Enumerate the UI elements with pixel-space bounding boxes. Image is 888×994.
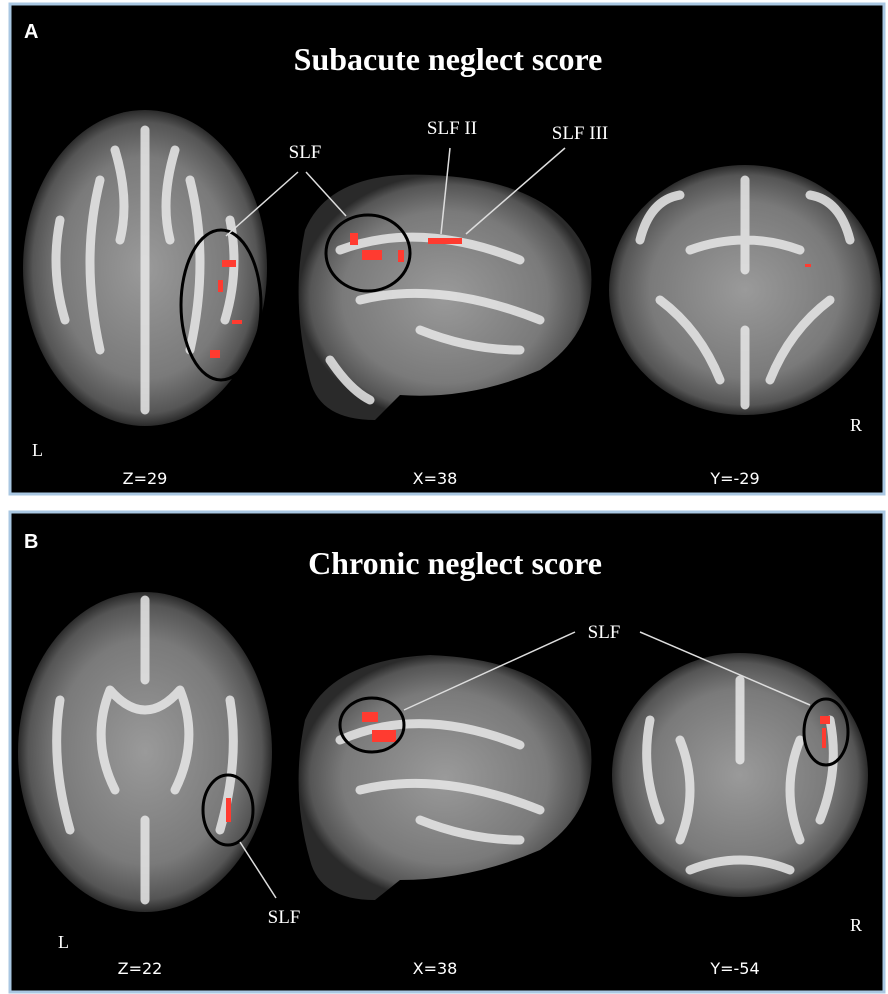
coronal-slice (609, 165, 881, 415)
panel-title: Chronic neglect score (308, 545, 602, 581)
slice-coordinate: X=38 (413, 959, 458, 978)
annotation: SLF (268, 907, 301, 928)
slice-coordinate: Y=-54 (709, 959, 759, 978)
annotation: SLF (588, 622, 621, 643)
panel-b: B Chronic neglect score SLF SLF L R Z=22… (10, 512, 884, 992)
slice-coordinate: Z=29 (123, 469, 168, 488)
figure: A Subacute neglect score SLF SLF II SLF … (0, 0, 888, 994)
side-label: R (850, 915, 862, 935)
panel-a: A Subacute neglect score SLF SLF II SLF … (10, 4, 884, 494)
side-label: L (58, 932, 69, 952)
side-label: R (850, 415, 862, 435)
annotation: SLF II (427, 118, 477, 139)
slice-coordinate: Y=-29 (709, 469, 759, 488)
annotation: SLF III (552, 123, 608, 144)
slice-coordinate: Z=22 (118, 959, 163, 978)
coronal-slice (612, 653, 868, 897)
axial-slice (23, 110, 267, 426)
panel-title: Subacute neglect score (294, 41, 603, 77)
side-label: L (32, 440, 43, 460)
annotation: SLF (289, 142, 322, 163)
slice-coordinate: X=38 (413, 469, 458, 488)
axial-slice (18, 592, 272, 912)
panel-label: B (24, 531, 38, 553)
panel-label: A (24, 21, 38, 43)
